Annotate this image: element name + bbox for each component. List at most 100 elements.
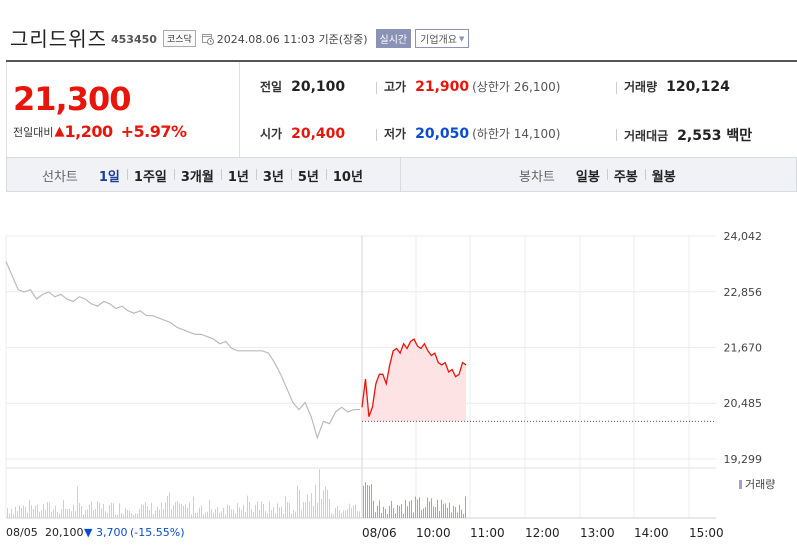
volume-bar	[65, 508, 66, 518]
volume-bar	[187, 507, 188, 518]
volume-bar	[37, 504, 38, 518]
volume-bar	[369, 485, 370, 518]
volume-bar	[293, 510, 294, 518]
tab-1day[interactable]: 1일	[98, 170, 120, 185]
tab-monthly-candle[interactable]: 월봉	[644, 166, 683, 185]
volume-bar	[435, 507, 436, 518]
volume-bar	[249, 501, 250, 518]
volume-bar	[287, 502, 288, 518]
current-price: 21,300	[13, 80, 131, 118]
intraday-price-chart[interactable]: 24,042 22,856 21,670 20,485 19,299 08/05 08/0…	[0, 192, 797, 557]
volume-bar	[147, 506, 148, 518]
volume-bar	[465, 496, 466, 518]
company-overview-button[interactable]: 기업개요 ▼	[415, 29, 470, 48]
volume-bar	[195, 512, 196, 518]
volume-bar	[349, 503, 350, 518]
volume-bar	[103, 503, 104, 518]
volume-bar	[141, 504, 142, 518]
volume-bar	[153, 514, 154, 518]
prev-close-item: 전일 20,100	[260, 78, 345, 95]
current-price-panel: 21,300 전일대비 ▲ 1,200 +5.97%	[6, 62, 240, 157]
volume-bar	[125, 508, 126, 518]
volume-bar	[389, 505, 390, 518]
stock-name[interactable]: 그리드위즈	[10, 26, 107, 51]
volume-bar	[81, 506, 82, 518]
volume-bar	[159, 509, 160, 518]
volume-bar	[273, 507, 274, 518]
volume-bar	[339, 510, 340, 518]
tab-10years[interactable]: 10년	[325, 166, 370, 185]
low-label: 저가	[384, 127, 407, 141]
x-tick-label: 10:00	[416, 526, 451, 540]
high-value: 21,900	[415, 78, 470, 95]
volume-bar	[51, 511, 52, 518]
volume-bar	[399, 506, 400, 518]
volume-bar	[271, 510, 272, 518]
volume-bar	[343, 510, 344, 518]
volume-bar	[335, 508, 336, 518]
volume-bar	[257, 501, 258, 518]
tab-5years[interactable]: 5년	[290, 166, 326, 185]
tab-1year[interactable]: 1년	[220, 166, 256, 185]
volume-bar	[239, 507, 240, 518]
volume-bar	[73, 504, 74, 518]
tab-weekly-candle[interactable]: 주봉	[606, 166, 645, 185]
volume-bar	[371, 484, 372, 518]
x-tick-label: 15:00	[689, 526, 724, 540]
change-label: 전일대비	[13, 125, 54, 139]
volume-bar	[137, 513, 138, 518]
volume-bar	[99, 502, 100, 518]
volume-bar	[445, 503, 446, 518]
volume-bar	[353, 505, 354, 518]
low-item: 저가 20,050 (하한가 14,100)	[384, 125, 560, 142]
tab-3years[interactable]: 3년	[255, 166, 291, 185]
volume-bar	[225, 514, 226, 518]
change-value: 1,200	[64, 122, 113, 141]
up-triangle-icon: ▲	[54, 124, 65, 139]
volume-bar	[403, 513, 404, 518]
tab-1week[interactable]: 1주일	[126, 166, 174, 185]
volume-bar	[261, 501, 262, 518]
candle-chart-tabs: 봉차트 일봉 주봉 월봉	[519, 158, 683, 193]
x-tick-label: 11:00	[470, 526, 505, 540]
volume-bar	[327, 489, 328, 518]
prev-day-close: 20,100	[45, 526, 84, 539]
volume-bar	[309, 501, 310, 518]
volume-bar	[263, 503, 264, 518]
volume-bar	[151, 502, 152, 518]
volume-bar	[155, 510, 156, 518]
volume-bar	[57, 511, 58, 518]
volume-bar	[39, 511, 40, 518]
volume-bar	[453, 505, 454, 518]
stock-code: 453450	[111, 33, 157, 46]
volume-bar	[461, 509, 462, 518]
volume-bar	[363, 485, 364, 518]
volume-bar	[443, 503, 444, 518]
volume-bar	[133, 514, 134, 518]
volume-bar	[83, 514, 84, 518]
volume-bar	[423, 508, 424, 518]
volume-bar	[121, 512, 122, 518]
volume-bar	[145, 501, 146, 518]
volume-bar	[433, 506, 434, 518]
tab-3months[interactable]: 3개월	[173, 166, 221, 185]
volume-bar	[297, 485, 298, 518]
high-item: 고가 21,900 (상한가 26,100)	[384, 78, 560, 95]
volume-bar	[63, 500, 64, 518]
x-tick-label: 08/06	[362, 526, 397, 540]
volume-bar	[379, 500, 380, 518]
volume-bar	[233, 509, 234, 518]
volume-item: 거래량 120,124	[624, 78, 730, 95]
volume-bar	[305, 502, 306, 518]
volume-bar	[315, 484, 316, 518]
prev-day-price-line	[5, 261, 360, 440]
volume-bar	[381, 512, 382, 518]
y-tick-label: 21,670	[724, 342, 763, 355]
volume-bar	[283, 513, 284, 518]
volume-bar	[367, 485, 368, 518]
volume-bar	[267, 513, 268, 518]
prev-close-label: 전일	[260, 80, 283, 94]
open-value: 20,400	[291, 125, 346, 142]
tab-daily-candle[interactable]: 일봉	[575, 170, 600, 185]
volume-bar	[243, 504, 244, 518]
